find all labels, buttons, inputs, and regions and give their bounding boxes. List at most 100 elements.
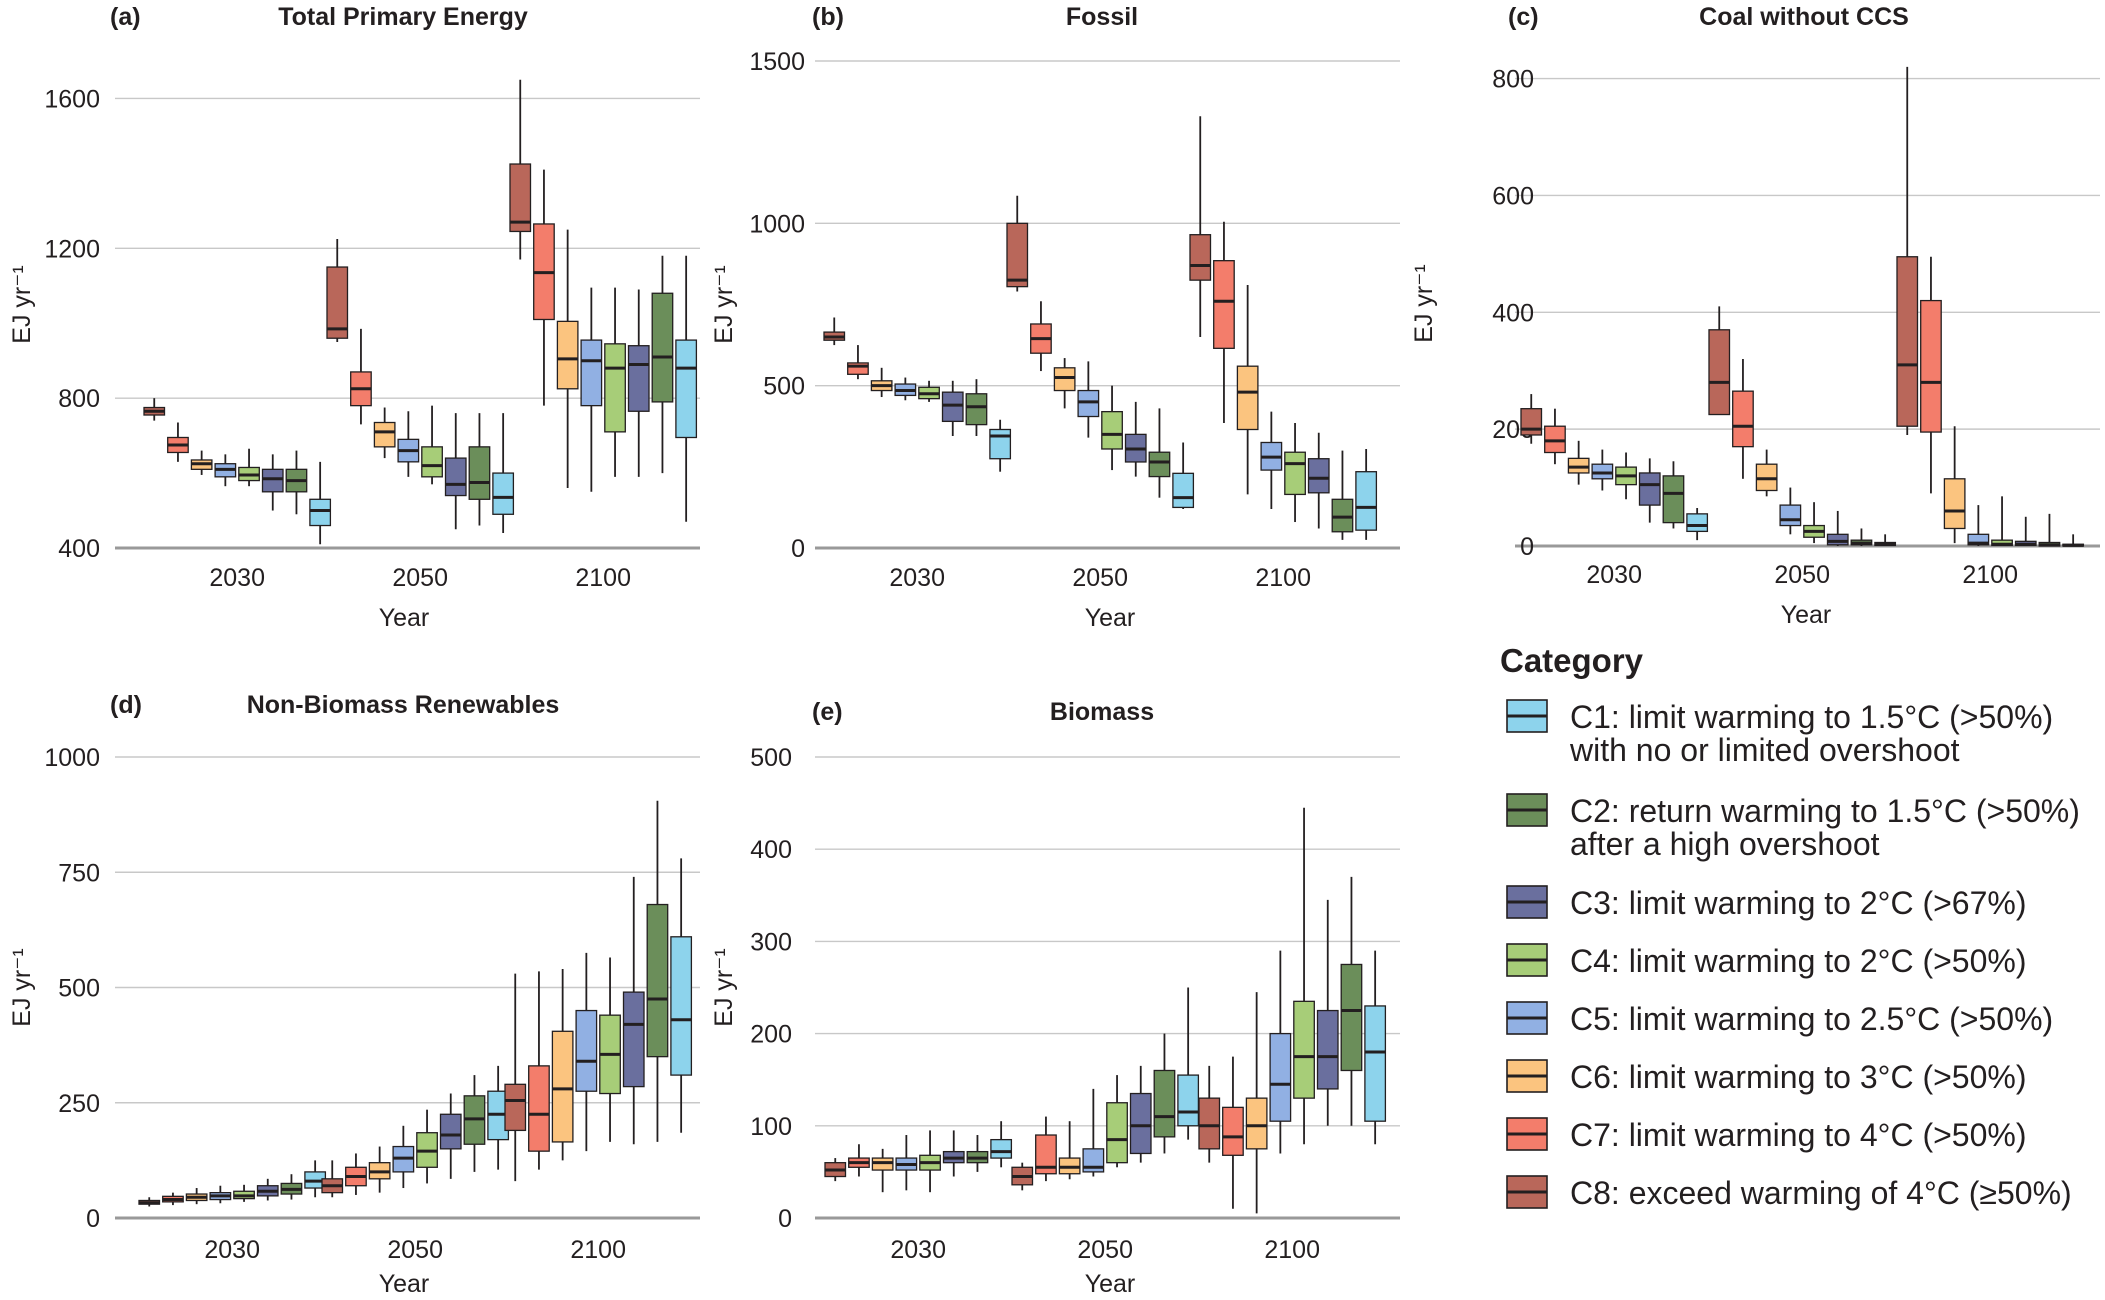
panel-title: Total Primary Energy [278, 3, 528, 31]
box-C2-2050 [1148, 408, 1171, 498]
box-C1-2050 [1177, 987, 1200, 1140]
box-C4-2050 [1803, 502, 1825, 544]
y-tick-label: 0 [1520, 533, 1534, 561]
legend-label: C6: limit warming to 3°C (>50%) [1570, 1059, 2026, 1095]
box-C8-2050 [321, 1160, 344, 1198]
box-C8-2030 [824, 1158, 847, 1182]
plots-layer: 400 800 1200 1600 (a) Total Primary Energy EJ … [8, 3, 2100, 1298]
iqr-box [373, 421, 396, 448]
iqr-box [1662, 475, 1685, 524]
box-C8-2100 [1198, 1065, 1221, 1163]
box-C3-2100 [627, 289, 650, 477]
iqr-box [556, 320, 579, 390]
box-C8-2050 [1006, 195, 1029, 292]
iqr-box [444, 457, 467, 497]
y-tick-label: 200 [750, 1021, 792, 1049]
box-C1-2100 [1364, 950, 1387, 1145]
box-C6-2050 [373, 407, 396, 459]
box-C6-2100 [1245, 992, 1268, 1214]
box-C6-2100 [556, 229, 579, 489]
iqr-box [1686, 513, 1709, 533]
box-C8-2100 [1189, 116, 1212, 337]
iqr-box [1172, 472, 1195, 509]
x-tick-label: 2100 [570, 1236, 626, 1264]
panel-title: Non-Biomass Renewables [247, 691, 560, 719]
y-tick-label: 400 [750, 836, 792, 864]
box-C6-2100 [1943, 426, 1966, 544]
y-axis-label: EJ yr⁻¹ [8, 948, 36, 1026]
box-C5-2100 [1967, 505, 1990, 546]
box-C7-2100 [528, 971, 550, 1170]
x-tick-label: 2050 [1774, 561, 1830, 589]
box-C6-2100 [1236, 285, 1259, 495]
box-C7-2030 [848, 1144, 870, 1177]
iqr-box [468, 446, 491, 500]
iqr-box [439, 1113, 462, 1150]
panel-letter: (e) [812, 698, 843, 726]
iqr-box [1943, 478, 1966, 530]
box-C7-2030 [162, 1192, 184, 1206]
box-C7-2050 [1732, 359, 1754, 479]
legend: Category C1: limit warming to 1.5°C (>50%… [1500, 642, 2080, 1211]
iqr-box [990, 1138, 1013, 1159]
iqr-box [1236, 365, 1259, 431]
y-axis-label: EJ yr⁻¹ [710, 265, 738, 343]
y-axis-label: EJ yr⁻¹ [8, 265, 36, 343]
box-C2-2030 [965, 379, 988, 436]
panel-title: Coal without CCS [1699, 3, 1909, 31]
legend-label: C5: limit warming to 2.5°C (>50%) [1570, 1001, 2053, 1037]
iqr-box [1316, 1009, 1339, 1090]
x-tick-label: 2050 [1077, 1236, 1133, 1264]
panel-d: 0 250 500 750 1000 (d) Non-Biomass Renewables E… [8, 691, 700, 1298]
panel-title: Biomass [1050, 698, 1154, 726]
box-C1-2100 [1355, 448, 1378, 540]
panel-e: 0 100 200 300 400 500 (e) Biomass EJ yr⁻¹ Year 203… [710, 698, 1400, 1298]
box-C4-2050 [1106, 1075, 1128, 1168]
y-tick-label: 800 [1492, 66, 1534, 94]
box-C7-2030 [1544, 408, 1566, 465]
legend-label: C1: limit warming to 1.5°C (>50%) [1570, 699, 2053, 735]
x-axis-label: Year [1085, 604, 1136, 632]
iqr-box [965, 393, 988, 426]
y-axis-label: EJ yr⁻¹ [710, 948, 738, 1026]
iqr-box [675, 339, 698, 439]
y-tick-label: 300 [750, 928, 792, 956]
box-C3-2030 [256, 1178, 279, 1201]
box-C6-2050 [368, 1146, 391, 1193]
x-tick-label: 2100 [1962, 561, 2018, 589]
iqr-box [261, 468, 284, 493]
x-tick-label: 2030 [209, 564, 265, 592]
y-tick-label: 750 [58, 859, 100, 887]
box-C7-2030 [847, 345, 869, 380]
iqr-box [1920, 299, 1942, 433]
box-C4-2050 [1101, 385, 1123, 471]
x-axis-label: Year [1085, 1270, 1136, 1298]
legend-item-C8: C8: exceed warming of 4°C (≥50%) [1506, 1175, 2072, 1211]
box-C1-2100 [670, 858, 693, 1133]
box-C3-2100 [622, 876, 645, 1145]
box-C1-2030 [1686, 508, 1709, 541]
legend-label: C8: exceed warming of 4°C (≥50%) [1570, 1175, 2072, 1211]
x-tick-label: 2100 [1264, 1236, 1320, 1264]
box-C2-2050 [1153, 1033, 1176, 1154]
box-C4-2030 [233, 1184, 255, 1202]
panel-letter: (b) [812, 3, 844, 31]
box-C8-2030 [823, 317, 846, 346]
box-C2-2050 [468, 413, 491, 526]
box-C8-2050 [326, 238, 349, 342]
iqr-box [1153, 1069, 1176, 1138]
box-C8-2030 [143, 398, 166, 421]
iqr-box [421, 446, 443, 478]
box-C5-2050 [1082, 1088, 1105, 1177]
iqr-box [1189, 234, 1212, 281]
iqr-box [646, 903, 669, 1058]
iqr-box [1177, 1074, 1200, 1127]
box-C4-2030 [918, 380, 940, 402]
box-C5-2100 [575, 952, 598, 1152]
box-C2-2100 [646, 800, 669, 1142]
box-C3-2050 [1129, 1065, 1152, 1163]
box-C6-2030 [870, 367, 893, 398]
box-C4-2100 [1293, 807, 1315, 1145]
box-C8-2100 [504, 973, 527, 1182]
y-tick-label: 100 [750, 1113, 792, 1141]
